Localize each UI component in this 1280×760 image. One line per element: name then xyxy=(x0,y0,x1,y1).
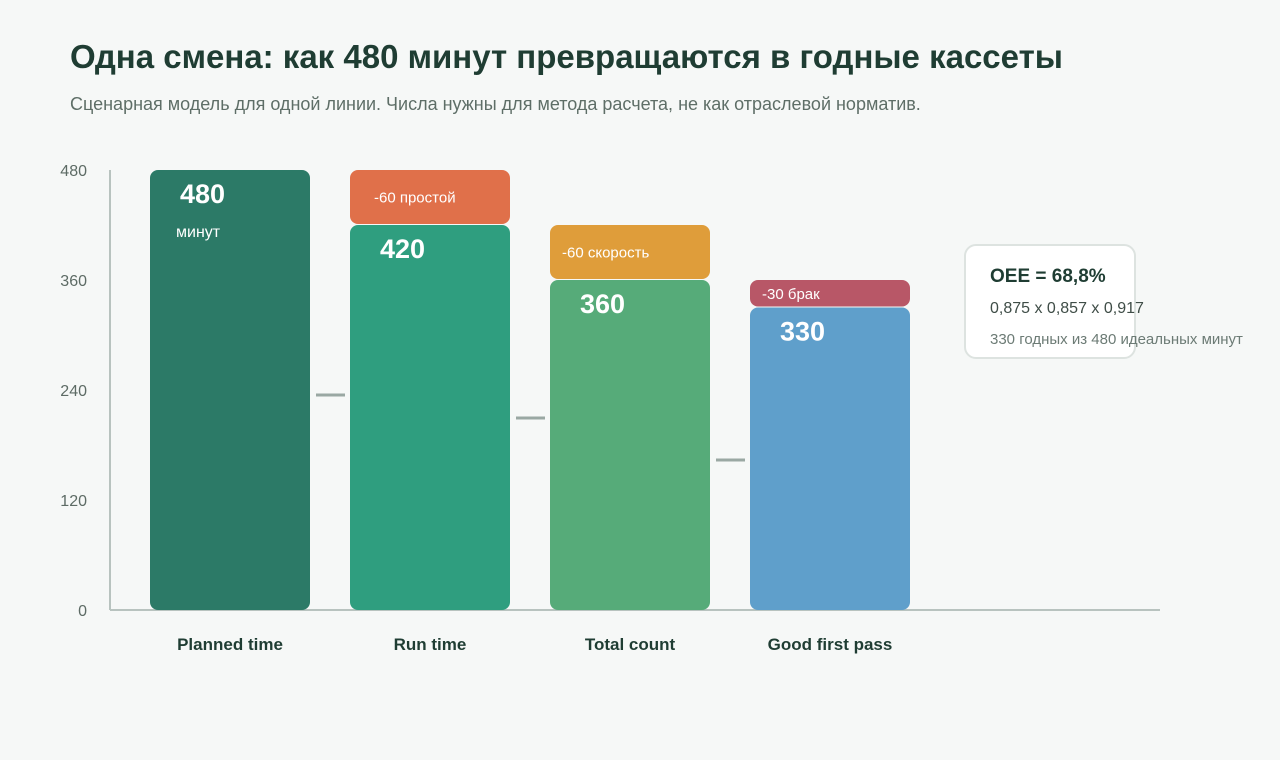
y-tick-label-240: 240 xyxy=(60,383,87,400)
loss-label-1: -60 простой xyxy=(374,190,456,207)
bar-3 xyxy=(550,280,710,610)
bar-value-label-1: 480 xyxy=(180,179,225,209)
loss-segment-1 xyxy=(350,170,510,224)
chart-title: Одна смена: как 480 минут превращаются в… xyxy=(70,38,1063,75)
bar-value-label-4: 330 xyxy=(780,317,825,347)
bar-2 xyxy=(350,225,510,610)
loss-label-2: -60 скорость xyxy=(562,245,649,262)
oee-summary-card: OEE = 68,8% 0,875 x 0,857 x 0,917 330 го… xyxy=(964,244,1243,359)
oee-formula: 0,875 x 0,857 x 0,917 xyxy=(990,300,1144,317)
y-tick-label-120: 120 xyxy=(60,493,87,510)
category-label-2: Run time xyxy=(394,635,467,654)
category-label-4: Good first pass xyxy=(768,635,893,654)
oee-note: 330 годных из 480 идеальных минут xyxy=(990,331,1243,348)
bar-1 xyxy=(150,170,310,610)
bar-value-label-3: 360 xyxy=(580,289,625,319)
loss-label-3: -30 брак xyxy=(762,286,820,303)
bar-unit-label: минут xyxy=(176,224,221,241)
y-tick-label-360: 360 xyxy=(60,273,87,290)
y-tick-label-0: 0 xyxy=(78,603,87,620)
y-tick-label-480: 480 xyxy=(60,163,87,180)
category-label-3: Total count xyxy=(585,635,676,654)
oee-value: OEE = 68,8% xyxy=(990,266,1106,287)
bar-4 xyxy=(750,307,910,610)
loss-segment-3 xyxy=(750,280,910,307)
category-label-1: Planned time xyxy=(177,635,283,654)
loss-segment-2 xyxy=(550,225,710,279)
chart-subtitle: Сценарная модель для одной линии. Числа … xyxy=(70,94,921,114)
bar-value-label-2: 420 xyxy=(380,234,425,264)
